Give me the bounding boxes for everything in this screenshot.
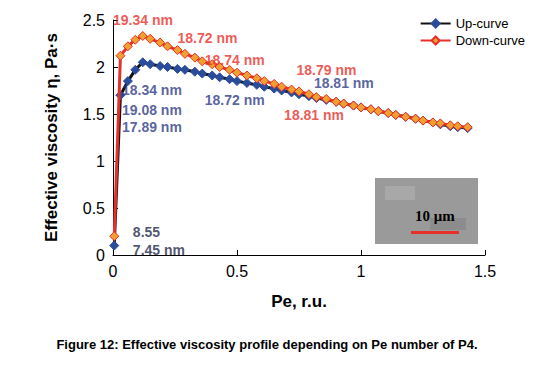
svg-text:17.89 nm: 17.89 nm: [122, 119, 182, 135]
svg-text:Figure 12: Effective viscosity: Figure 12: Effective viscosity profile d…: [56, 337, 477, 352]
svg-text:Up-curve: Up-curve: [456, 16, 509, 31]
svg-text:1: 1: [357, 263, 366, 280]
svg-text:7.45 nm: 7.45 nm: [133, 242, 185, 258]
svg-text:18.34 nm: 18.34 nm: [122, 82, 182, 98]
svg-text:8.55: 8.55: [133, 224, 160, 240]
svg-text:18.81 nm: 18.81 nm: [284, 107, 344, 123]
svg-text:0.5: 0.5: [83, 200, 105, 217]
svg-text:18.72 nm: 18.72 nm: [177, 30, 237, 46]
svg-text:Effective viscosity η, Pa·s: Effective viscosity η, Pa·s: [42, 33, 61, 242]
svg-text:Down-curve: Down-curve: [456, 33, 525, 48]
svg-text:0.5: 0.5: [226, 263, 248, 280]
svg-text:18.72 nm: 18.72 nm: [205, 92, 265, 108]
svg-text:0: 0: [96, 247, 105, 264]
svg-text:10 μm: 10 μm: [415, 208, 455, 224]
svg-text:18.79 nm: 18.79 nm: [296, 61, 357, 78]
svg-text:1: 1: [96, 153, 105, 170]
svg-text:0: 0: [109, 263, 118, 280]
svg-text:19.08 nm: 19.08 nm: [122, 102, 182, 118]
svg-text:18.74 nm: 18.74 nm: [205, 52, 265, 68]
svg-text:Pe, r.u.: Pe, r.u.: [271, 292, 327, 311]
svg-text:2.5: 2.5: [83, 12, 105, 29]
svg-text:1.5: 1.5: [83, 106, 105, 123]
svg-text:2: 2: [96, 59, 105, 76]
svg-text:19.34 nm: 19.34 nm: [113, 12, 173, 28]
svg-text:1.5: 1.5: [474, 263, 496, 280]
svg-text:18.81 nm: 18.81 nm: [314, 75, 374, 91]
